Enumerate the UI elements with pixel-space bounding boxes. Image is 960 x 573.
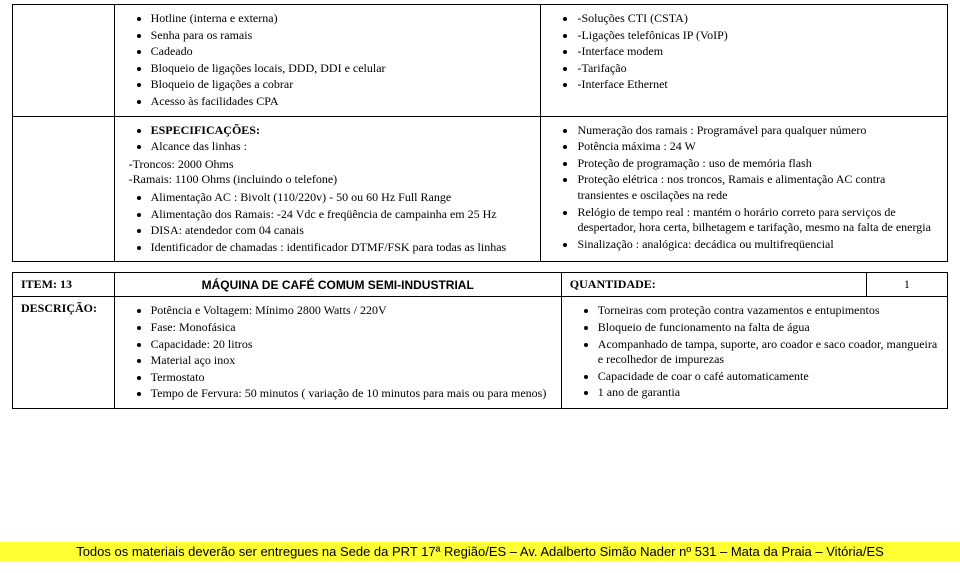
empty-leading-cell-2 (13, 116, 115, 262)
list-item: Sinalização : analógica: decádica ou mul… (577, 237, 939, 253)
list-item: Proteção elétrica : nos troncos, Ramais … (577, 172, 939, 203)
desc-label: DESCRIÇÃO: (13, 297, 115, 409)
footer-note: Todos os materiais deverão ser entregues… (0, 542, 960, 561)
list-item: Acompanhado de tampa, suporte, aro coado… (598, 337, 939, 368)
list-item: -Soluções CTI (CSTA) (577, 11, 939, 27)
list-item: Bloqueio de funcionamento na falta de ág… (598, 320, 939, 336)
list-item: Alcance das linhas : (151, 139, 533, 155)
list-item: DISA: atendedor com 04 canais (151, 223, 533, 239)
list-item: Capacidade de coar o café automaticament… (598, 369, 939, 385)
list-item: Fase: Monofásica (151, 320, 553, 336)
list-item: Numeração dos ramais : Programável para … (577, 123, 939, 139)
list-item: Torneiras com proteção contra vazamentos… (598, 303, 939, 319)
list-item: Senha para os ramais (151, 28, 533, 44)
qty-value: 1 (866, 273, 947, 297)
list-item: Potência e Voltagem: Mínimo 2800 Watts /… (151, 303, 553, 319)
block3-right-cell: Torneiras com proteção contra vazamentos… (561, 297, 947, 409)
list-item: -Tarifação (577, 61, 939, 77)
block2-left-cell: ESPECIFICAÇÕES:Alcance das linhas : -Tro… (114, 116, 541, 262)
empty-leading-cell (13, 5, 115, 117)
qty-label: QUANTIDADE: (561, 273, 866, 297)
list-item: -Interface modem (577, 44, 939, 60)
list-item: Capacidade: 20 litros (151, 337, 553, 353)
list-item: Cadeado (151, 44, 533, 60)
list-item: Acesso às facilidades CPA (151, 94, 533, 110)
block2-right-cell: Numeração dos ramais : Programável para … (541, 116, 948, 262)
list-item: Relógio de tempo real : mantém o horário… (577, 205, 939, 236)
list-item: Alimentação AC : Bivolt (110/220v) - 50 … (151, 190, 533, 206)
list-item: 1 ano de garantia (598, 385, 939, 401)
list-item: Bloqueio de ligações locais, DDD, DDI e … (151, 61, 533, 77)
list-item: Bloqueio de ligações a cobrar (151, 77, 533, 93)
list-item: Tempo de Fervura: 50 minutos ( variação … (151, 386, 553, 402)
list-item: Potência máxima : 24 W (577, 139, 939, 155)
list-item: Material aço inox (151, 353, 553, 369)
block3-left-cell: Potência e Voltagem: Mínimo 2800 Watts /… (114, 297, 561, 409)
item-table: ITEM: 13 MÁQUINA DE CAFÉ COMUM SEMI-INDU… (12, 272, 948, 409)
list-item: Termostato (151, 370, 553, 386)
block1-left-cell: Hotline (interna e externa)Senha para os… (114, 5, 541, 117)
list-item: -Ligações telefônicas IP (VoIP) (577, 28, 939, 44)
list-item: Hotline (interna e externa) (151, 11, 533, 27)
list-item: -Interface Ethernet (577, 77, 939, 93)
item-title: MÁQUINA DE CAFÉ COMUM SEMI-INDUSTRIAL (114, 273, 561, 297)
spec-block-1: Hotline (interna e externa)Senha para os… (12, 4, 948, 262)
list-item: Proteção de programação : uso de memória… (577, 156, 939, 172)
list-item: ESPECIFICAÇÕES: (151, 123, 533, 139)
list-item: Identificador de chamadas : identificado… (151, 240, 533, 256)
item-label: ITEM: 13 (13, 273, 115, 297)
plain-line: -Troncos: 2000 Ohms (129, 157, 533, 173)
list-item: Alimentação dos Ramais: -24 Vdc e freqüê… (151, 207, 533, 223)
plain-line: -Ramais: 1100 Ohms (incluindo o telefone… (129, 172, 533, 188)
block1-right-cell: -Soluções CTI (CSTA)-Ligações telefônica… (541, 5, 948, 117)
